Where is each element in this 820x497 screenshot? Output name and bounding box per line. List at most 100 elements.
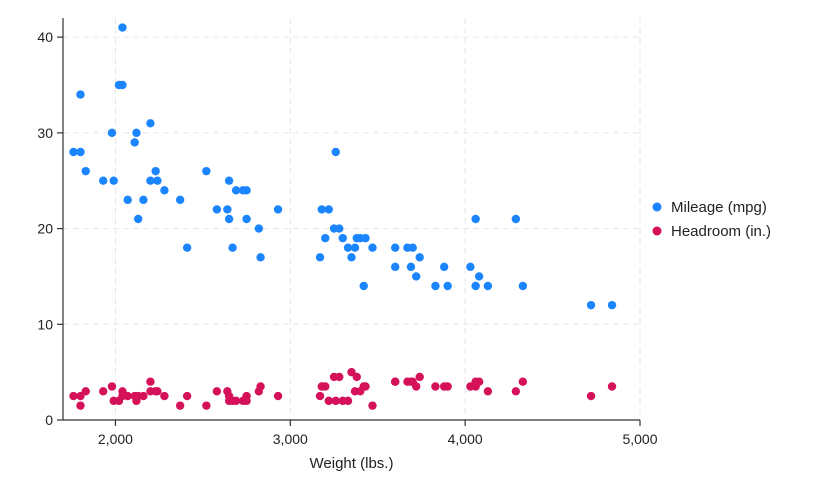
data-point: [361, 233, 370, 243]
data-point: [224, 176, 234, 185]
y-tick-label: 0: [45, 412, 53, 428]
data-point: [146, 377, 155, 386]
data-point: [321, 382, 330, 391]
data-point: [368, 401, 377, 410]
data-point: [224, 214, 234, 224]
data-point: [321, 233, 330, 243]
data-point: [415, 253, 424, 262]
data-point: [256, 382, 265, 391]
data-point: [153, 387, 162, 396]
legend-label: Headroom (in.): [671, 223, 771, 240]
data-point: [586, 391, 596, 401]
legend-marker: [652, 202, 662, 212]
y-tick-label: 20: [37, 221, 53, 237]
tick-marks: 0 10 20 30 40 2,000 3,000 4,000 5,000: [37, 29, 657, 447]
data-point: [223, 205, 232, 214]
data-point: [151, 166, 160, 176]
data-point: [130, 138, 139, 147]
data-point: [474, 377, 484, 386]
data-point: [76, 401, 85, 410]
data-point: [331, 396, 340, 406]
x-tick-label: 2,000: [98, 431, 133, 447]
data-point: [175, 401, 185, 410]
data-point: [242, 214, 251, 224]
data-point: [466, 262, 475, 272]
data-point: [118, 80, 127, 90]
x-tick-label: 3,000: [273, 431, 308, 447]
data-point: [315, 253, 325, 262]
data-point: [324, 396, 333, 406]
data-point: [76, 147, 85, 157]
data-point: [483, 281, 493, 291]
data-point: [359, 281, 368, 291]
data-point: [471, 214, 480, 224]
series-headroom: [69, 367, 617, 410]
data-point: [160, 186, 169, 195]
data-point: [107, 382, 117, 391]
x-tick-label: 5,000: [622, 431, 657, 447]
data-point: [175, 195, 185, 205]
data-point: [391, 243, 400, 252]
data-point: [123, 391, 132, 401]
data-point: [406, 262, 416, 272]
series-mileage: [69, 23, 617, 310]
data-point: [483, 387, 493, 396]
data-point: [343, 396, 353, 406]
data-point: [586, 300, 596, 310]
data-point: [123, 195, 132, 205]
data-point: [273, 391, 283, 401]
data-point: [408, 243, 417, 252]
y-tick-label: 40: [37, 29, 53, 45]
legend-label: Mileage (mpg): [671, 199, 767, 216]
data-point: [228, 243, 237, 252]
data-point: [361, 382, 370, 391]
data-point: [256, 253, 265, 262]
data-point: [139, 391, 148, 401]
data-point: [335, 372, 344, 382]
data-point: [231, 396, 241, 406]
x-axis-title: Weight (lbs.): [310, 455, 394, 472]
data-point: [431, 281, 440, 291]
y-tick-label: 10: [37, 316, 53, 332]
data-point: [202, 401, 211, 410]
y-tick-label: 30: [37, 125, 53, 141]
data-point: [99, 176, 108, 185]
data-point: [607, 382, 617, 391]
data-point: [511, 214, 521, 224]
data-point: [317, 205, 326, 214]
data-point: [439, 262, 449, 272]
data-point: [338, 233, 347, 243]
data-point: [132, 128, 141, 138]
data-point: [335, 224, 344, 233]
data-point: [231, 186, 241, 195]
data-point: [254, 224, 264, 233]
data-point: [133, 214, 143, 224]
data-point: [518, 377, 528, 386]
data-point: [81, 166, 90, 176]
data-point: [212, 387, 222, 396]
data-point: [368, 243, 377, 252]
data-point: [107, 128, 117, 138]
data-point: [350, 243, 360, 252]
data-point: [331, 147, 340, 157]
grid-lines: [63, 18, 641, 421]
data-point: [411, 382, 421, 391]
data-point: [69, 147, 78, 157]
data-point: [471, 281, 480, 291]
data-point: [146, 119, 155, 128]
x-tick-label: 4,000: [448, 431, 483, 447]
data-point: [474, 272, 484, 281]
data-point: [315, 391, 325, 401]
data-point: [411, 272, 421, 281]
data-point: [76, 90, 85, 99]
data-point: [443, 281, 452, 291]
data-point: [153, 176, 162, 185]
data-point: [146, 176, 155, 185]
data-points: [69, 23, 617, 410]
data-point: [352, 372, 361, 382]
data-point: [81, 387, 90, 396]
data-point: [443, 382, 452, 391]
data-point: [324, 205, 333, 214]
